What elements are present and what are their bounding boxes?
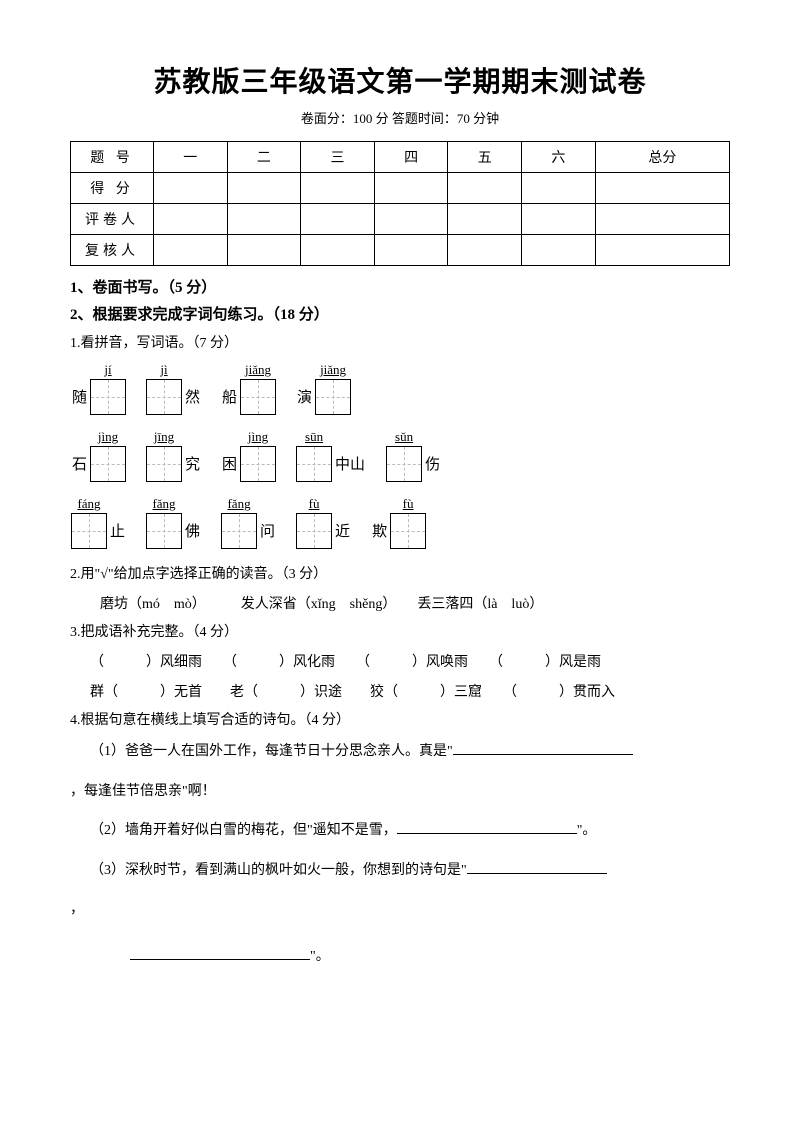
blank-2[interactable]	[397, 819, 577, 834]
q4-1a: （1）爸爸一人在国外工作，每逢节日十分思念亲人。真是"	[90, 744, 453, 759]
tianzige-box[interactable]	[296, 446, 332, 482]
page-title: 苏教版三年级语文第一学期期末测试卷	[70, 60, 730, 100]
pinyin-label: fǎng	[152, 496, 175, 511]
pinyin-label: jiǎng	[245, 362, 271, 377]
row-reviewer: 复核人	[71, 235, 154, 266]
q4-3c: "。	[310, 949, 330, 964]
char-right: 中山	[335, 453, 365, 474]
q4-item3c: "。	[130, 945, 730, 965]
col-2: 二	[227, 142, 301, 173]
q4-item1: （1）爸爸一人在国外工作，每逢节日十分思念亲人。真是"	[90, 735, 730, 769]
q2-title: 2.用"√"给加点字选择正确的读音。（3 分）	[70, 563, 730, 583]
q4-3comma: ，	[70, 902, 84, 917]
q4-3a: （3）深秋时节，看到满山的枫叶如火一般，你想到的诗句是"	[90, 863, 467, 878]
q3-title: 3.把成语补充完整。（4 分）	[70, 621, 730, 641]
pinyin-label: fù	[309, 496, 320, 511]
char-left: 欺	[372, 520, 387, 541]
col-1: 一	[154, 142, 228, 173]
pinyin-label: jí	[104, 362, 111, 377]
pinyin-label: jìng	[98, 429, 118, 444]
char-left: 船	[222, 386, 237, 407]
reviewer-row: 复核人	[71, 235, 730, 266]
q4-title: 4.根据句意在横线上填写合适的诗句。（4 分）	[70, 709, 730, 729]
col-6: 六	[522, 142, 596, 173]
q1-title: 1.看拼音，写词语。（7 分）	[70, 332, 730, 352]
char-right: 佛	[185, 520, 200, 541]
col-label: 题 号	[71, 142, 154, 173]
col-5: 五	[448, 142, 522, 173]
blank-3[interactable]	[467, 859, 607, 874]
col-3: 三	[301, 142, 375, 173]
q2-items: 磨坊（mó mò） 发人深省（xǐng shěng） 丢三落四（là luò）	[100, 593, 730, 613]
tianzige-box[interactable]	[315, 379, 351, 415]
tianzige-box[interactable]	[146, 446, 182, 482]
char-right: 止	[110, 520, 125, 541]
char-left: 石	[72, 453, 87, 474]
q4-item3b: ，	[70, 893, 730, 927]
char-right: 伤	[425, 453, 440, 474]
pinyin-label: jìng	[248, 429, 268, 444]
char-right: 然	[185, 386, 200, 407]
tianzige-box[interactable]	[221, 513, 257, 549]
col-4: 四	[374, 142, 448, 173]
pinyin-label: jì	[160, 362, 167, 377]
pinyin-label: fǎng	[227, 496, 250, 511]
tianzige-box[interactable]	[146, 513, 182, 549]
char-left: 演	[297, 386, 312, 407]
char-right: 问	[260, 520, 275, 541]
tianzige-box[interactable]	[146, 379, 182, 415]
char-right: 近	[335, 520, 350, 541]
subtitle: 卷面分：100 分 答题时间：70 分钟	[70, 108, 730, 127]
tianzige-box[interactable]	[390, 513, 426, 549]
blank-1[interactable]	[453, 740, 633, 755]
pinyin-row-3: fáng 止 fǎng 佛 fǎng 问 fù 近 欺 fù	[70, 496, 730, 549]
score-row: 得 分	[71, 173, 730, 204]
tianzige-box[interactable]	[240, 446, 276, 482]
q4-item1b: ，每逢佳节倍思亲"啊！	[70, 775, 730, 809]
pinyin-grid: 随 jí jì 然 船 jiǎng 演 jiǎng 石 jìng jīng 究 困 jìng sūn 中山 s…	[70, 362, 730, 549]
row-grader: 评卷人	[71, 204, 154, 235]
q3-line2: 群（ ）无首 老（ ）识途 狡（ ）三窟 （ ）贯而入	[90, 681, 730, 701]
q4-2b: "。	[577, 823, 597, 838]
pinyin-label: fù	[403, 496, 414, 511]
tianzige-box[interactable]	[240, 379, 276, 415]
pinyin-label: sǔn	[395, 429, 413, 444]
col-total: 总分	[595, 142, 729, 173]
q3-line1: （ ）风细雨 （ ）风化雨 （ ）风唤雨 （ ）风是雨	[90, 651, 730, 671]
q4-item3: （3）深秋时节，看到满山的枫叶如火一般，你想到的诗句是"	[90, 854, 730, 888]
pinyin-label: jīng	[154, 429, 174, 444]
char-left: 困	[222, 453, 237, 474]
blank-4[interactable]	[130, 945, 310, 960]
grader-row: 评卷人	[71, 204, 730, 235]
section-2: 2、根据要求完成字词句练习。（18 分）	[70, 303, 730, 324]
pinyin-label: jiǎng	[320, 362, 346, 377]
pinyin-row-2: 石 jìng jīng 究 困 jìng sūn 中山 sǔn 伤	[70, 429, 730, 482]
char-left: 随	[72, 386, 87, 407]
tianzige-box[interactable]	[90, 446, 126, 482]
tianzige-box[interactable]	[386, 446, 422, 482]
row-score: 得 分	[71, 173, 154, 204]
q4-2a: （2）墙角开着好似白雪的梅花，但"遥知不是雪，	[90, 823, 397, 838]
tianzige-box[interactable]	[71, 513, 107, 549]
tianzige-box[interactable]	[90, 379, 126, 415]
pinyin-label: sūn	[305, 429, 323, 444]
q4-item2: （2）墙角开着好似白雪的梅花，但"遥知不是雪， "。	[90, 814, 730, 848]
char-right: 究	[185, 453, 200, 474]
pinyin-label: fáng	[77, 496, 100, 511]
pinyin-row-1: 随 jí jì 然 船 jiǎng 演 jiǎng	[70, 362, 730, 415]
tianzige-box[interactable]	[296, 513, 332, 549]
section-1: 1、卷面书写。（5 分）	[70, 276, 730, 297]
score-header-row: 题 号 一 二 三 四 五 六 总分	[71, 142, 730, 173]
score-table: 题 号 一 二 三 四 五 六 总分 得 分 评卷人 复核人	[70, 141, 730, 266]
